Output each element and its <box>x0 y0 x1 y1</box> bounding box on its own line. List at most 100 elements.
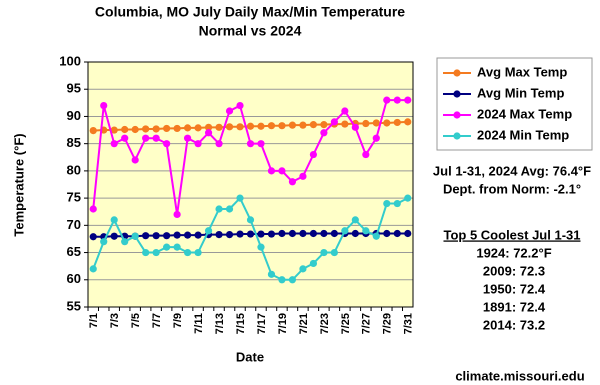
point <box>121 125 129 134</box>
point <box>215 205 223 213</box>
point <box>267 270 276 278</box>
point <box>204 227 213 235</box>
point <box>89 205 97 213</box>
point <box>142 134 150 142</box>
point <box>372 134 380 142</box>
point <box>142 232 150 240</box>
point <box>299 265 307 273</box>
point <box>246 140 255 148</box>
point <box>393 199 401 208</box>
x-tick-label: 7/23 <box>319 313 331 334</box>
point <box>236 230 244 238</box>
point <box>236 101 244 110</box>
x-tick-label: 7/11 <box>193 313 205 334</box>
point <box>288 178 297 186</box>
point <box>152 125 160 133</box>
point <box>246 122 255 130</box>
plot-border <box>87 61 414 308</box>
x-tick-label: 7/27 <box>361 313 373 334</box>
point <box>163 232 171 240</box>
point <box>225 205 234 213</box>
point <box>163 140 171 148</box>
point <box>194 231 202 239</box>
x-axis-label: Date <box>236 349 264 364</box>
point <box>351 229 359 238</box>
stat: Jul 1-31, 2024 Avg: 76.4°F <box>433 163 591 178</box>
point <box>194 140 202 148</box>
point <box>278 122 286 130</box>
legend-marker <box>453 111 461 119</box>
point <box>215 230 223 239</box>
point <box>257 122 265 130</box>
point <box>183 134 192 142</box>
point <box>404 96 412 104</box>
point <box>278 276 286 284</box>
point <box>257 230 265 238</box>
chart-title: Columbia, MO July Daily Max/Min Temperat… <box>95 4 405 20</box>
x-tick-label: 7/19 <box>277 313 289 334</box>
point <box>121 238 129 246</box>
point <box>100 101 108 110</box>
legend-label: 2024 Min Temp <box>477 127 569 142</box>
point <box>89 127 97 135</box>
y-tick-label: 100 <box>59 53 81 68</box>
point <box>183 231 192 239</box>
legend-marker <box>453 90 461 98</box>
point <box>362 119 370 128</box>
point <box>163 124 171 133</box>
point <box>267 122 276 130</box>
point <box>383 229 391 238</box>
point <box>330 118 338 126</box>
point <box>194 248 202 257</box>
point <box>320 248 328 257</box>
plot-area <box>88 62 413 307</box>
point <box>351 216 359 224</box>
source: climate.missouri.edu <box>455 368 584 383</box>
y-tick-label: 95 <box>67 81 81 96</box>
y-tick-label: 55 <box>67 298 81 313</box>
point <box>267 230 276 238</box>
point <box>246 230 255 238</box>
y-tick-label: 70 <box>67 217 81 232</box>
legend-marker <box>453 69 461 77</box>
point <box>288 121 297 129</box>
ranking-item: 1924: 72.2°F <box>476 245 551 260</box>
point <box>225 123 234 131</box>
point <box>131 156 139 164</box>
x-tick-label: 7/1 <box>88 313 100 328</box>
point <box>404 118 412 126</box>
x-tick-label: 7/17 <box>256 313 268 334</box>
point <box>362 227 370 235</box>
legend-label: Avg Max Temp <box>477 64 567 79</box>
point <box>110 126 118 134</box>
point <box>320 229 328 238</box>
x-tick-label: 7/15 <box>235 313 247 334</box>
point <box>131 125 139 134</box>
point <box>341 107 349 115</box>
point <box>89 265 97 273</box>
point <box>299 172 307 180</box>
y-tick-label: 60 <box>67 271 81 286</box>
point <box>110 232 118 240</box>
x-tick-label: 7/3 <box>109 313 121 328</box>
point <box>173 210 181 219</box>
point <box>288 276 297 284</box>
point <box>341 227 349 235</box>
point <box>393 229 401 238</box>
legend-label: Avg Min Temp <box>477 85 564 100</box>
point <box>152 134 160 142</box>
ranking-item: 1891: 72.4 <box>483 299 546 314</box>
point <box>152 232 160 240</box>
x-tick-label: 7/25 <box>340 313 352 334</box>
y-tick-label: 80 <box>67 162 81 177</box>
x-tick-label: 7/31 <box>403 313 415 334</box>
point <box>215 140 223 148</box>
point <box>362 150 370 159</box>
point <box>236 194 244 202</box>
point <box>330 229 338 238</box>
point <box>194 124 202 132</box>
y-tick-label: 85 <box>67 135 81 150</box>
point <box>309 150 318 159</box>
point <box>299 121 307 129</box>
